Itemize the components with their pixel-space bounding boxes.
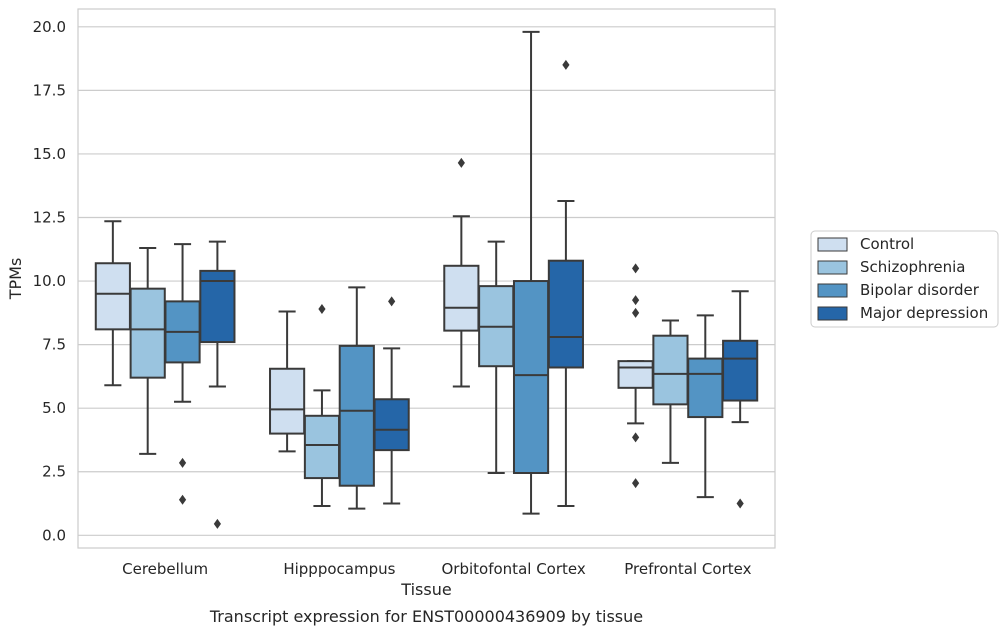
- y-tick-label: 5.0: [42, 399, 66, 417]
- plot-area: [78, 9, 775, 548]
- box: [269, 310, 306, 453]
- box: [652, 319, 689, 464]
- outlier-point: [318, 304, 326, 315]
- box: [617, 263, 654, 489]
- chart-caption: Transcript expression for ENST0000043690…: [209, 607, 643, 626]
- box-iqr: [443, 264, 480, 332]
- x-axis-ticks: Cerebellum Hipppocampus Orbitofontal Corte…: [122, 560, 751, 578]
- x-tick-label: Orbitofontal Cortex: [442, 560, 586, 578]
- box: [478, 240, 515, 474]
- y-axis-ticks: 0.0 2.5 5.0 7.5 10.0 12.5 15.0 17.5 20.0: [33, 18, 66, 544]
- box-iqr: [199, 269, 236, 344]
- outlier-point: [388, 296, 396, 307]
- legend-swatch: [817, 237, 848, 252]
- y-tick-label: 15.0: [33, 145, 66, 163]
- outlier-point: [632, 432, 640, 443]
- box-group: [94, 220, 236, 529]
- box-iqr: [338, 344, 375, 487]
- box-iqr: [373, 398, 410, 452]
- legend: Control Schizophrenia Bipolar disorder Majo…: [810, 230, 999, 328]
- legend-item: Control: [817, 235, 914, 253]
- x-tick-label: Prefrontal Cortex: [624, 560, 751, 578]
- legend-label: Control: [860, 235, 914, 253]
- box-iqr: [652, 334, 689, 406]
- legend-label: Schizophrenia: [860, 258, 965, 276]
- outlier-point: [178, 457, 187, 468]
- box: [722, 290, 759, 509]
- box-iqr: [303, 414, 341, 480]
- y-tick-label: 0.0: [42, 526, 66, 544]
- outlier-point: [213, 518, 221, 529]
- y-tick-label: 7.5: [42, 336, 66, 354]
- y-tick-label: 12.5: [33, 208, 66, 226]
- box-iqr: [547, 259, 584, 369]
- box: [94, 220, 131, 387]
- outlier-point: [632, 295, 640, 306]
- y-axis-label: TPMs: [6, 258, 25, 301]
- legend-item: Schizophrenia: [817, 258, 965, 276]
- y-tick-label: 20.0: [33, 18, 66, 36]
- outlier-point: [632, 263, 640, 274]
- box-iqr: [512, 280, 550, 474]
- outlier-point: [457, 157, 465, 168]
- outlier-point: [178, 494, 187, 505]
- x-tick-label: Cerebellum: [122, 560, 208, 578]
- box-group: [269, 286, 410, 510]
- box-iqr: [687, 357, 724, 419]
- y-tick-label: 10.0: [33, 272, 66, 290]
- legend-swatch: [817, 283, 848, 298]
- box-groups: [94, 30, 759, 529]
- box: [547, 59, 584, 508]
- y-tick-label: 17.5: [33, 81, 66, 99]
- legend-frame: [810, 230, 999, 328]
- legend-item: Major depression: [817, 304, 988, 322]
- box: [443, 157, 480, 388]
- box-iqr: [269, 367, 306, 435]
- x-tick-label: Hipppocampus: [283, 560, 395, 578]
- box: [303, 304, 341, 508]
- box-group: [443, 30, 584, 515]
- legend-label: Bipolar disorder: [860, 281, 980, 299]
- outlier-point: [632, 307, 640, 318]
- box: [338, 286, 375, 510]
- y-tick-label: 2.5: [42, 463, 66, 481]
- plot-frame: [77, 8, 776, 549]
- box-iqr: [94, 262, 131, 331]
- box-iqr: [129, 287, 166, 379]
- outlier-point: [632, 478, 640, 489]
- legend-item: Bipolar disorder: [817, 281, 980, 299]
- box: [512, 30, 550, 515]
- outlier-point: [562, 59, 570, 70]
- legend-label: Major depression: [860, 304, 988, 322]
- legend-swatch: [817, 306, 848, 321]
- box: [164, 243, 201, 505]
- box: [129, 246, 166, 455]
- box: [373, 296, 410, 505]
- outlier-point: [736, 498, 744, 509]
- legend-swatch: [817, 260, 848, 275]
- box-iqr: [722, 339, 759, 402]
- box-group: [617, 263, 759, 509]
- x-axis-label: Tissue: [400, 580, 451, 599]
- box-iqr: [617, 360, 654, 389]
- box: [199, 240, 236, 529]
- box: [687, 314, 724, 499]
